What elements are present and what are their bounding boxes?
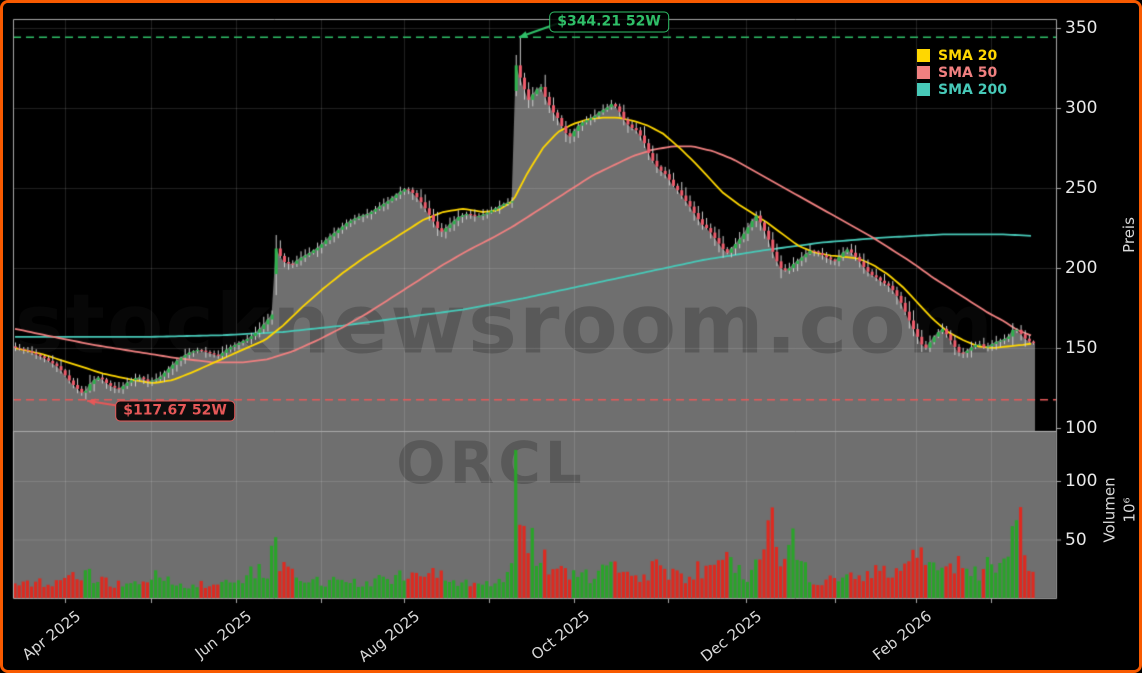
sma200-swatch-icon	[917, 83, 930, 96]
price-volume-chart-canvas	[3, 3, 1139, 670]
sma-legend: SMA 20 SMA 50 SMA 200	[917, 47, 1007, 98]
week52-high-label: $344.21 52W	[549, 11, 669, 33]
sma50-swatch-icon	[917, 66, 930, 79]
sma200-legend-label: SMA 200	[938, 81, 1007, 98]
sma20-legend-label: SMA 20	[938, 47, 998, 64]
sma20-swatch-icon	[917, 49, 930, 62]
legend-row-sma200: SMA 200	[917, 81, 1007, 98]
legend-row-sma50: SMA 50	[917, 64, 1007, 81]
sma50-legend-label: SMA 50	[938, 64, 998, 81]
week52-low-label: $117.67 52W	[115, 400, 235, 422]
legend-row-sma20: SMA 20	[917, 47, 1007, 64]
